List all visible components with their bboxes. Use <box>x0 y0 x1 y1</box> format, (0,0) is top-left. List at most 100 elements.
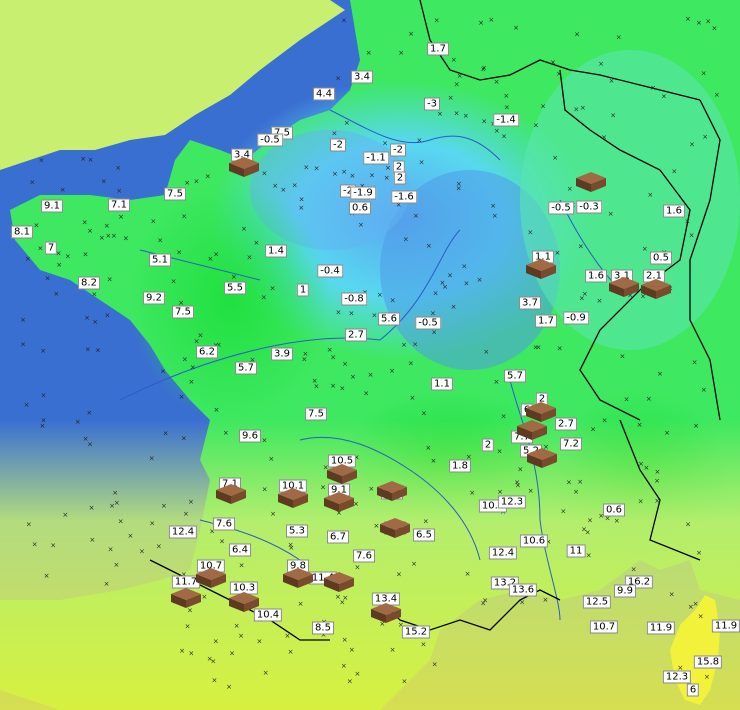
station-x-mark: × <box>550 59 556 67</box>
station-x-mark: × <box>654 497 660 505</box>
station-x-mark: × <box>342 360 348 368</box>
station-x-mark: × <box>82 219 88 227</box>
value-label: 9.2 <box>143 291 165 305</box>
value-label: 0.5 <box>650 251 672 265</box>
station-x-mark: × <box>430 310 436 318</box>
station-box-icon <box>641 279 671 299</box>
station-x-mark: × <box>160 368 166 376</box>
station-x-mark: × <box>163 430 169 438</box>
station-x-mark: × <box>205 173 211 181</box>
value-label: -0.5 <box>257 133 283 147</box>
station-x-mark: × <box>288 544 294 552</box>
station-x-mark: × <box>190 364 196 372</box>
station-x-mark: × <box>179 393 185 401</box>
station-x-mark: × <box>513 24 519 32</box>
station-x-mark: × <box>105 312 111 320</box>
value-label: 7.1 <box>108 198 130 212</box>
station-x-mark: × <box>398 49 404 57</box>
station-x-mark: × <box>701 70 707 78</box>
station-x-mark: × <box>417 137 423 145</box>
value-label: 3.7 <box>519 296 541 310</box>
station-box-icon <box>526 259 556 279</box>
station-x-mark: × <box>408 359 414 367</box>
value-label: 5.3 <box>286 524 308 538</box>
station-x-mark: × <box>586 551 592 559</box>
station-x-mark: × <box>696 549 702 557</box>
station-x-mark: × <box>270 510 276 518</box>
station-x-mark: × <box>288 648 294 656</box>
station-x-mark: × <box>528 487 534 495</box>
station-x-mark: × <box>501 413 507 421</box>
station-x-mark: × <box>44 572 50 580</box>
station-x-mark: × <box>348 309 354 317</box>
station-x-mark: × <box>321 631 327 639</box>
station-x-mark: × <box>382 139 388 147</box>
station-x-mark: × <box>62 511 68 519</box>
station-x-mark: × <box>238 632 244 640</box>
station-x-mark: × <box>390 296 396 304</box>
station-x-mark: × <box>335 593 341 601</box>
station-x-mark: × <box>26 521 32 529</box>
value-label: 1.6 <box>663 204 685 218</box>
station-x-mark: × <box>543 596 549 604</box>
station-x-mark: × <box>464 280 470 288</box>
station-x-mark: × <box>339 385 345 393</box>
station-x-mark: × <box>431 328 437 336</box>
value-label: 7.6 <box>213 517 235 531</box>
station-x-mark: × <box>614 517 620 525</box>
station-x-mark: × <box>389 367 395 375</box>
station-x-mark: × <box>107 275 113 283</box>
value-label: -0.5 <box>548 201 574 215</box>
value-label: 11.9 <box>646 621 676 635</box>
station-x-mark: × <box>637 421 643 429</box>
station-x-mark: × <box>171 278 177 286</box>
value-label: -0.8 <box>341 292 367 306</box>
station-x-mark: × <box>482 597 488 605</box>
value-label: 1.7 <box>535 314 557 328</box>
station-x-mark: × <box>263 669 269 677</box>
value-label: -2 <box>390 143 406 157</box>
value-label: 5.7 <box>504 369 526 383</box>
station-x-mark: × <box>323 463 329 471</box>
station-x-mark: × <box>480 600 486 608</box>
station-x-mark: × <box>566 478 572 486</box>
station-x-mark: × <box>181 435 187 443</box>
station-x-mark: × <box>116 187 122 195</box>
station-x-mark: × <box>336 509 342 517</box>
station-x-mark: × <box>466 453 472 461</box>
station-x-mark: × <box>208 255 214 263</box>
station-x-mark: × <box>465 570 471 578</box>
station-x-mark: × <box>344 119 350 127</box>
station-x-mark: × <box>185 622 191 630</box>
station-box-icon <box>371 603 401 623</box>
land-england <box>0 0 345 170</box>
station-x-mark: × <box>493 378 499 386</box>
station-x-mark: × <box>433 289 439 297</box>
station-x-mark: × <box>638 498 644 506</box>
station-x-mark: × <box>111 232 117 240</box>
value-label: 6.7 <box>327 530 349 544</box>
station-x-mark: × <box>89 536 95 544</box>
station-x-mark: × <box>349 172 355 180</box>
station-x-mark: × <box>187 606 193 614</box>
station-x-mark: × <box>689 232 695 240</box>
station-x-mark: × <box>188 378 194 386</box>
value-label: 11 <box>566 544 586 558</box>
station-x-mark: × <box>560 507 566 515</box>
station-x-mark: × <box>369 172 375 180</box>
station-x-mark: × <box>574 30 580 38</box>
station-x-mark: × <box>577 478 583 486</box>
station-x-mark: × <box>602 417 608 425</box>
station-x-mark: × <box>256 637 262 645</box>
station-x-mark: × <box>212 676 218 684</box>
value-label: -1.9 <box>350 186 376 200</box>
station-x-mark: × <box>56 261 62 269</box>
value-label: 8.5 <box>312 621 334 635</box>
value-label: -1.4 <box>493 113 519 127</box>
station-x-mark: × <box>481 117 487 125</box>
station-x-mark: × <box>298 204 304 212</box>
value-label: 1.6 <box>585 269 607 283</box>
station-x-mark: × <box>478 19 484 27</box>
value-label: 3.4 <box>351 70 373 84</box>
station-x-mark: × <box>109 502 115 510</box>
